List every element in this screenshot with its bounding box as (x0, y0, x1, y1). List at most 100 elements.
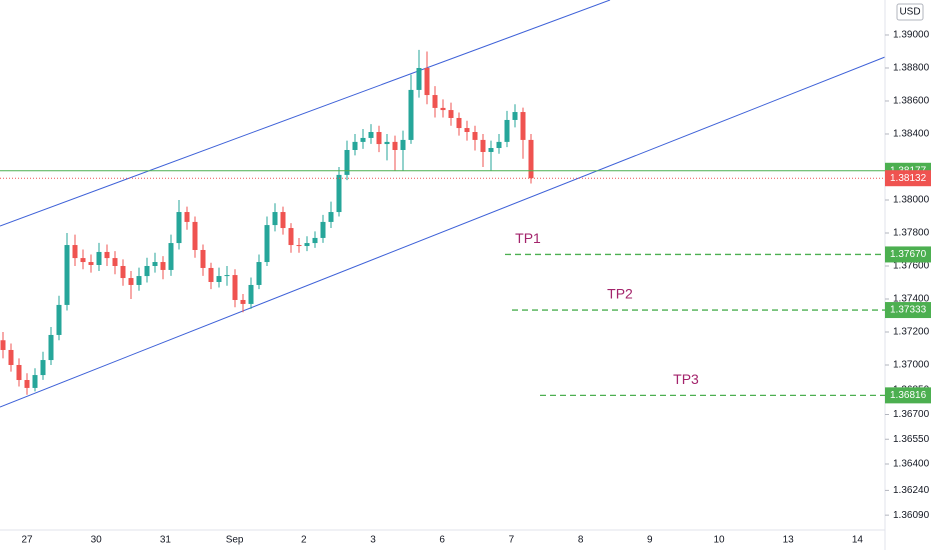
candle-body (216, 276, 222, 282)
candle-body (128, 278, 134, 285)
candle-body (40, 360, 46, 376)
x-tick-label: 31 (160, 535, 172, 546)
x-tick-label: 14 (852, 535, 864, 546)
candle-body (296, 245, 302, 247)
candle-body (304, 243, 310, 247)
x-tick-label: 30 (91, 535, 103, 546)
x-tick-label: 27 (21, 535, 33, 546)
currency-box[interactable] (896, 3, 924, 21)
channel-upper (0, 0, 611, 227)
y-tick-label: 1.37600 (893, 261, 930, 272)
y-tick-label: 1.38400 (893, 129, 930, 140)
price-label-box (885, 246, 931, 263)
candle-body (504, 119, 510, 142)
candle-body (384, 141, 390, 145)
y-tick-label: 1.38600 (893, 96, 930, 107)
candle-body (424, 67, 430, 96)
x-tick-label: 9 (647, 535, 653, 546)
candle-body (496, 141, 502, 149)
candle-body (320, 221, 326, 238)
candle-body (80, 258, 86, 263)
x-tick-label: 13 (783, 535, 795, 546)
candle-body (272, 212, 278, 226)
candle-body (112, 258, 118, 266)
candle-body (336, 174, 342, 213)
candle-body (512, 112, 518, 120)
candle-body (224, 275, 230, 277)
candle-body (392, 141, 398, 150)
candle-body (184, 212, 190, 222)
x-tick-label: Sep (226, 535, 244, 546)
candle-body (288, 228, 294, 246)
candle-body (0, 340, 6, 350)
y-tick-label: 1.36400 (893, 459, 930, 470)
candle-body (160, 262, 166, 270)
candle-body (248, 284, 254, 304)
candle-body (352, 141, 358, 150)
candle-body (208, 267, 214, 282)
candle-body (96, 251, 102, 265)
candle-body (32, 375, 38, 388)
candle-body (312, 237, 318, 244)
x-tick-label: 6 (439, 535, 445, 546)
candle-body (256, 262, 262, 285)
candle-body (280, 212, 286, 229)
target-name: TP3 (673, 371, 699, 387)
candle-body (448, 110, 454, 118)
y-tick-label: 1.37000 (893, 360, 930, 371)
price-label-box (885, 387, 931, 404)
price-label-box (885, 302, 931, 319)
y-tick-label: 1.36700 (893, 409, 930, 420)
price-label: 1.38132 (890, 173, 927, 184)
candle-body (120, 265, 126, 279)
candle-body (408, 89, 414, 140)
candle-body (400, 139, 406, 150)
target-name: TP2 (607, 286, 633, 302)
price-label: 1.36816 (890, 390, 927, 401)
y-tick-label: 1.37200 (893, 327, 930, 338)
candle-body (344, 149, 350, 175)
candle-body (464, 128, 470, 133)
y-tick-label: 1.36090 (893, 510, 930, 521)
candle-body (136, 276, 142, 285)
y-tick-label: 1.36550 (893, 434, 930, 445)
x-tick-label: 7 (509, 535, 515, 546)
candle-body (440, 107, 446, 111)
candle-body (456, 117, 462, 129)
x-tick-label: 8 (578, 535, 584, 546)
target-name: TP1 (515, 230, 541, 246)
y-tick-label: 1.37800 (893, 228, 930, 239)
candle-body (528, 139, 534, 179)
candle-body (16, 364, 22, 381)
y-tick-label: 1.39000 (893, 30, 930, 41)
candle-body (56, 304, 62, 335)
price-label: 1.37670 (890, 249, 927, 260)
y-tick-label: 1.37400 (893, 294, 930, 305)
candle-body (64, 245, 70, 305)
price-label-box (885, 170, 931, 187)
x-tick-label: 3 (370, 535, 376, 546)
candle-body (240, 299, 246, 304)
candle-body (192, 221, 198, 250)
candle-body (480, 139, 486, 152)
candle-body (432, 95, 438, 108)
candle-body (472, 132, 478, 140)
candle-body (328, 212, 334, 222)
candle-body (520, 112, 526, 140)
candle-body (88, 262, 94, 265)
candle-body (8, 349, 14, 365)
y-tick-label: 1.38000 (893, 195, 930, 206)
candle-body (360, 137, 366, 142)
candle-body (200, 249, 206, 268)
candle-body (72, 245, 78, 259)
channel-lower (0, 56, 886, 408)
candle-body (376, 132, 382, 145)
candle-body (488, 148, 494, 152)
candle-body (144, 265, 150, 277)
price-label: 1.37333 (890, 305, 927, 316)
candle-body (24, 380, 30, 388)
candle-body (168, 243, 174, 270)
